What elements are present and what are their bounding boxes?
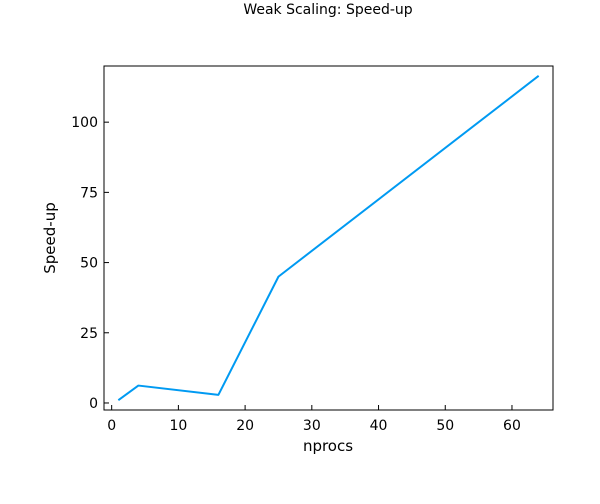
y-tick-label: 0 — [89, 396, 98, 412]
x-tick-label: 30 — [303, 418, 321, 434]
y-axis: 0 25 50 75 100 — [71, 115, 109, 412]
y-tick-label: 50 — [80, 256, 98, 272]
x-tick-label: 0 — [107, 418, 116, 434]
x-tick-label: 50 — [436, 418, 454, 434]
series-line — [118, 76, 538, 400]
x-tick-label: 60 — [503, 418, 521, 434]
y-tick-label: 25 — [80, 326, 98, 342]
series-layer — [118, 76, 538, 400]
y-axis-label: Speed-up — [41, 202, 59, 273]
x-axis: 0 10 20 30 40 50 60 — [107, 405, 521, 434]
x-axis-label: nprocs — [303, 437, 353, 455]
x-tick-label: 10 — [169, 418, 187, 434]
x-tick-label: 40 — [370, 418, 388, 434]
chart-title: Weak Scaling: Speed-up — [243, 2, 412, 18]
y-tick-label: 100 — [71, 115, 98, 131]
y-tick-label: 75 — [80, 185, 98, 201]
x-tick-label: 20 — [236, 418, 254, 434]
